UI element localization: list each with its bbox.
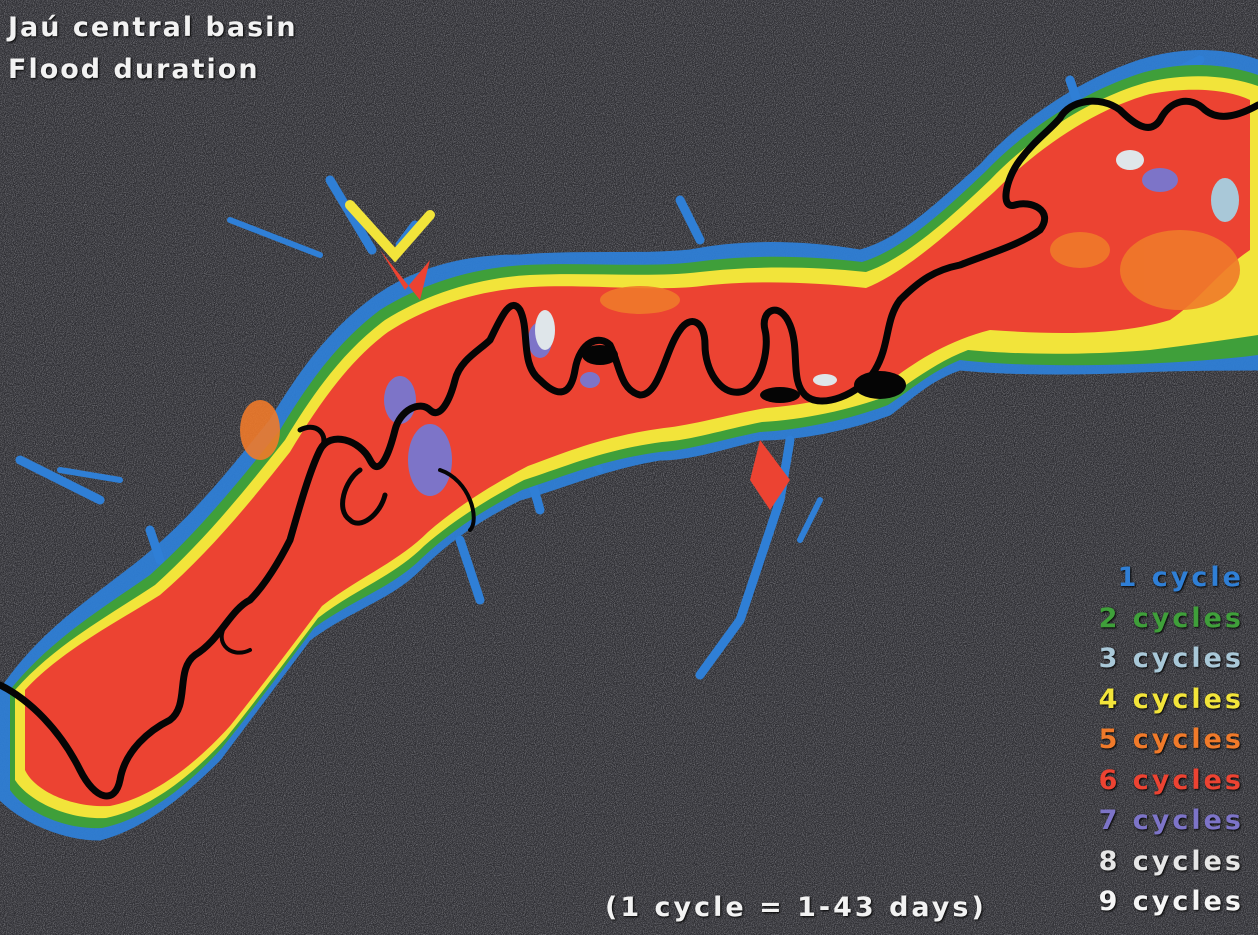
river-channel [0,97,1258,800]
legend-item: 5 cycles [1098,724,1244,755]
legend-item: 9 cycles [1098,886,1244,917]
legend-item: 2 cycles [1098,602,1244,634]
map-subtitle: Flood duration [8,54,260,85]
legend-item: 3 cycles [1098,643,1244,674]
flood-zone-5-cycles [240,230,1240,460]
legend-item: 8 cycles [1098,845,1244,877]
legend-item: 6 cycles [1098,764,1244,796]
legend-item: 4 cycles [1098,683,1244,715]
open-water [582,345,906,403]
flood-zone-3-8-9-cycles [535,150,1239,386]
cycle-definition-note: (1 cycle = 1-43 days) [605,892,987,923]
legend-item: 7 cycles [1098,805,1244,836]
map-title: Jaú central basin [8,12,298,43]
legend-item: 1 cycle [1117,562,1244,593]
